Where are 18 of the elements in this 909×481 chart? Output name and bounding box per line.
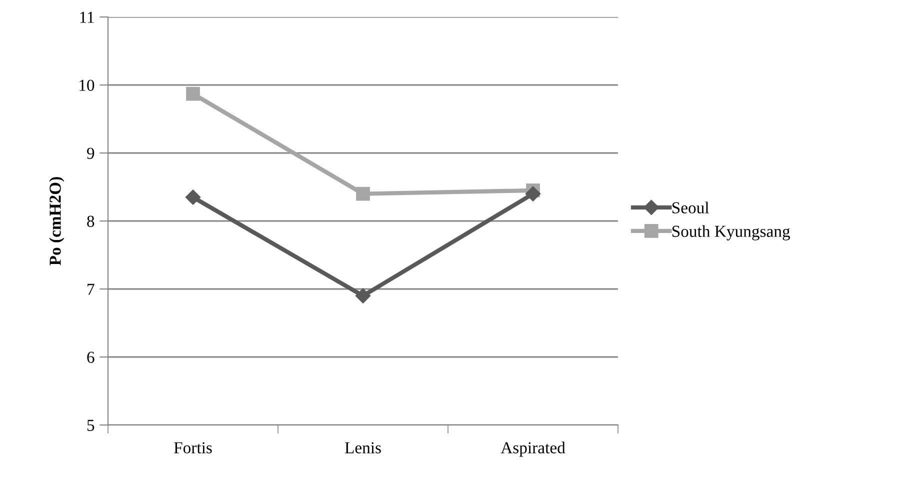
x-tick-label: Lenis bbox=[344, 442, 381, 454]
y-tick-label: 8 bbox=[87, 216, 94, 227]
x-tick-label: Aspirated bbox=[500, 442, 566, 457]
point bbox=[525, 186, 541, 202]
point bbox=[356, 186, 370, 201]
y-tick-label: 6 bbox=[87, 352, 94, 363]
point bbox=[185, 190, 201, 205]
x-tick-label: Fortis bbox=[174, 442, 212, 454]
y-tick-label: 10 bbox=[80, 80, 94, 91]
y-axis-title: Po (cmH2O) bbox=[49, 177, 64, 266]
y-tick-label: 9 bbox=[87, 148, 94, 159]
legend-label: Seoul bbox=[672, 202, 709, 214]
point bbox=[355, 288, 371, 304]
point bbox=[186, 86, 200, 101]
legend-label: South Kyungsang bbox=[672, 225, 790, 240]
y-tick-label: 7 bbox=[88, 284, 94, 295]
y-tick-label: 5 bbox=[87, 420, 94, 431]
y-tick-label: 11 bbox=[80, 12, 94, 23]
